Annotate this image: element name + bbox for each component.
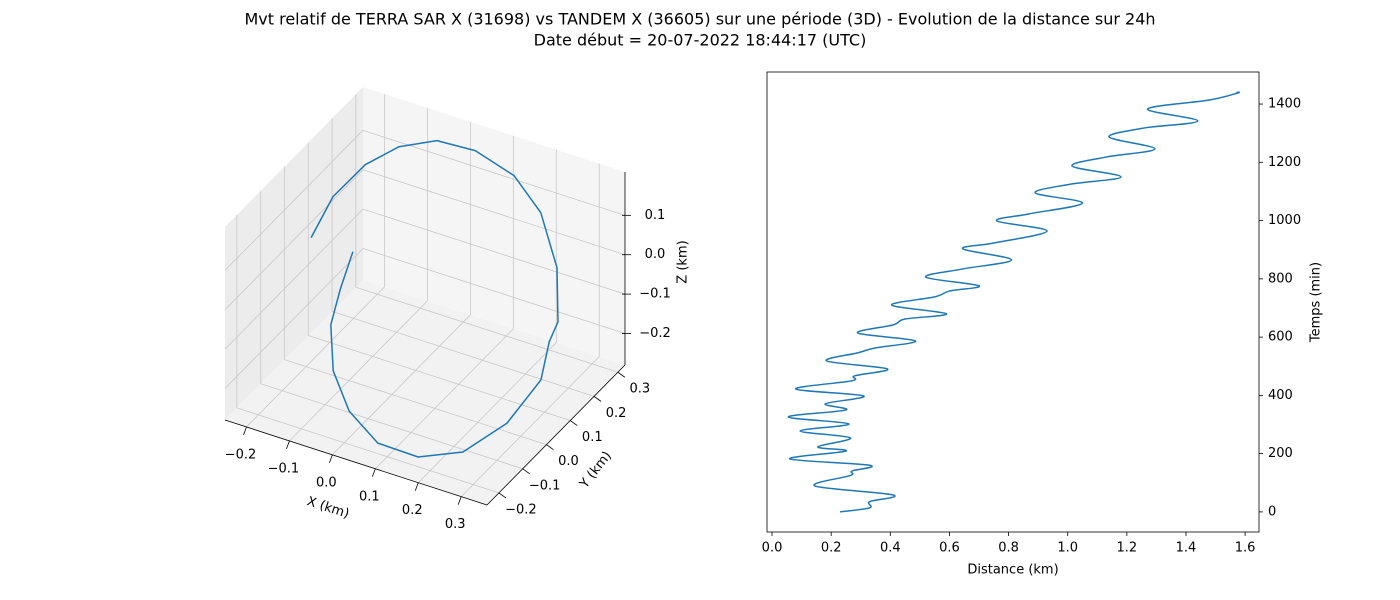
data-line (787, 91, 1241, 513)
x-tick-label: 0.4 (880, 541, 901, 556)
grid-line (362, 169, 626, 256)
chart-subtitle: Date début = 20-07-2022 18:44:17 (UTC) (534, 31, 867, 50)
tick-mark (570, 420, 578, 426)
z-tick-label: 0.1 (645, 208, 666, 223)
y-tick-label: 1400 (1268, 97, 1301, 112)
x-tick-label: 1.4 (1176, 541, 1197, 556)
x-tick-label: 0.0 (762, 541, 783, 556)
grid-line (331, 310, 595, 397)
z-tick-label: 0.0 (645, 247, 666, 262)
grid-line (284, 359, 547, 446)
z-tick-label: −0.1 (639, 287, 671, 302)
x-tick-label: 0.6 (939, 541, 960, 556)
x-tick-label: 0.3 (445, 517, 466, 532)
x-tick-label: 0.2 (402, 503, 423, 518)
y-tick-label: −0.1 (529, 478, 561, 493)
grid-line (355, 286, 618, 373)
grid-line (417, 342, 557, 483)
grid-line (362, 208, 626, 295)
x-tick-label: 1.6 (1235, 541, 1256, 556)
y-tick-label: −0.2 (505, 502, 537, 517)
tick-mark (243, 426, 247, 436)
z-tick-label: −0.2 (639, 326, 671, 341)
x-tick-label: −0.1 (268, 461, 300, 476)
y-tick-label: 1200 (1268, 155, 1301, 170)
y-tick-label: 800 (1268, 271, 1293, 286)
x-tick-label: 1.2 (1116, 541, 1137, 556)
tick-mark (498, 492, 507, 499)
y-tick-label: 400 (1268, 388, 1293, 403)
x-tick-label: 0.8 (998, 541, 1019, 556)
data-line (310, 139, 559, 458)
y-tick-label: 0.2 (606, 406, 627, 421)
y-tick-label: 0 (1268, 504, 1276, 519)
y-tick-label: 600 (1268, 330, 1293, 345)
grid-line (236, 407, 500, 494)
chart-title: Mvt relatif de TERRA SAR X (31698) vs TA… (244, 10, 1155, 29)
tick-mark (286, 440, 290, 450)
grid-line (260, 383, 523, 470)
plot-2d: 0.0 0.2 0.4 0.6 0.8 1.0 1.2 1.4 1.6 0 200 400 600 800… (762, 71, 1301, 556)
left-pane (225, 87, 363, 420)
tick-mark (414, 482, 419, 491)
plot-frame (766, 71, 1260, 533)
x-axis-line (224, 419, 488, 506)
floor-pane (225, 280, 625, 505)
grid-line (332, 314, 471, 456)
x-tick-label: 0.1 (359, 489, 380, 504)
y-tick-label: 0.1 (582, 430, 603, 445)
grid-line (224, 169, 364, 310)
grid-line (460, 356, 600, 497)
x-axis-label: Distance (km) (967, 563, 1058, 578)
grid-line (224, 248, 364, 389)
y-tick-label: 0.0 (558, 454, 579, 469)
grid-line (375, 328, 514, 470)
tick-mark (617, 371, 626, 378)
x-tick-label: 1.0 (1057, 541, 1078, 556)
y-tick-label: 0.3 (630, 382, 651, 397)
tick-mark (593, 396, 602, 402)
y-axis-line (486, 364, 626, 506)
grid-line (289, 300, 428, 442)
tick-mark (457, 496, 462, 505)
back-pane (363, 87, 625, 365)
grid-line (362, 129, 626, 216)
x-tick-label: 0.0 (316, 475, 337, 490)
grid-line (362, 248, 626, 334)
grid-line (308, 335, 571, 421)
tick-mark (522, 468, 530, 475)
y-tick-label: 1000 (1268, 213, 1301, 228)
plot-3d: −0.2−0.10.00.10.20.3−0.2−0.10.00.10.20.3… (225, 87, 671, 532)
tick-mark (329, 454, 333, 463)
y-tick-label: 200 (1268, 446, 1293, 461)
grid-line (224, 208, 364, 350)
x-tick-label: −0.2 (225, 447, 257, 462)
z-axis-label: Z (km) (676, 240, 691, 283)
grid-line (224, 130, 364, 271)
grid-line (246, 286, 385, 428)
x-tick-label: 0.2 (821, 541, 842, 556)
tick-mark (371, 468, 376, 477)
tick-mark (546, 444, 554, 450)
y-axis-label: Temps (min) (1309, 262, 1324, 343)
